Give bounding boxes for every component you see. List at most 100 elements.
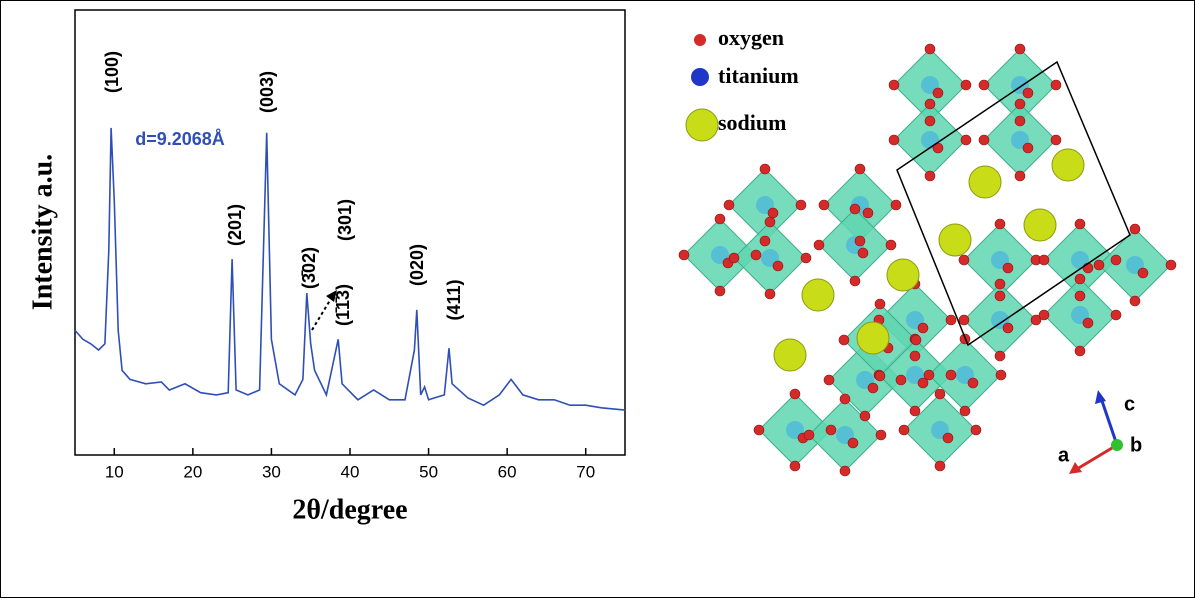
oxygen-atom (1166, 260, 1176, 270)
oxygen-atom (773, 261, 783, 271)
oxygen-atom (968, 378, 978, 388)
oxygen-atom (1051, 80, 1061, 90)
oxygen-atom (850, 204, 860, 214)
oxygen-atom (875, 371, 885, 381)
oxygen-atom (925, 116, 935, 126)
x-tick-label: 10 (105, 462, 124, 481)
legend-titanium (691, 68, 709, 86)
oxygen-atom (886, 240, 896, 250)
x-tick-label: 50 (419, 462, 438, 481)
oxygen-atom (1003, 263, 1013, 273)
oxygen-atom (760, 164, 770, 174)
x-tick-label: 30 (262, 462, 281, 481)
oxygen-atom (875, 299, 885, 309)
oxygen-atom (1051, 135, 1061, 145)
oxygen-atom (995, 219, 1005, 229)
sodium-atom (969, 166, 1001, 198)
oxygen-atom (943, 433, 953, 443)
oxygen-atom (910, 406, 920, 416)
oxygen-atom (918, 323, 928, 333)
legend-label: sodium (718, 110, 786, 135)
sodium-atom (1052, 149, 1084, 181)
peak-label: (3̄02) (299, 247, 319, 289)
oxygen-atom (1083, 318, 1093, 328)
oxygen-atom (961, 135, 971, 145)
oxygen-atom (876, 430, 886, 440)
oxygen-atom (1138, 268, 1148, 278)
axis-label: b (1130, 434, 1142, 456)
x-tick-label: 70 (576, 462, 595, 481)
oxygen-atom (935, 389, 945, 399)
oxygen-atom (1039, 310, 1049, 320)
oxygen-atom (765, 289, 775, 299)
oxygen-atom (850, 276, 860, 286)
oxygen-atom (768, 208, 778, 218)
oxygen-atom (840, 466, 850, 476)
oxygen-atom (1023, 143, 1033, 153)
legend-label: titanium (718, 63, 799, 88)
oxygen-atom (765, 217, 775, 227)
sodium-atom (939, 224, 971, 256)
oxygen-atom (1075, 274, 1085, 284)
oxygen-atom (889, 80, 899, 90)
oxygen-atom (946, 315, 956, 325)
peak-label: (201) (225, 204, 245, 246)
oxygen-atom (863, 208, 873, 218)
sodium-atom (1024, 209, 1056, 241)
oxygen-atom (826, 425, 836, 435)
sodium-atom (887, 259, 919, 291)
peak-label: (020) (407, 244, 427, 286)
oxygen-atom (715, 214, 725, 224)
oxygen-atom (790, 461, 800, 471)
oxygen-atom (995, 279, 1005, 289)
oxygen-atom (1130, 224, 1140, 234)
oxygen-atom (860, 411, 870, 421)
x-tick-label: 40 (341, 462, 360, 481)
oxygen-atom (995, 291, 1005, 301)
x-axis-label: 2θ/degree (292, 494, 407, 525)
oxygen-atom (961, 80, 971, 90)
oxygen-atom (971, 425, 981, 435)
oxygen-atom (960, 406, 970, 416)
sodium-atom (774, 339, 806, 371)
oxygen-atom (1015, 99, 1025, 109)
peak-label: (411) (444, 279, 464, 320)
oxygen-atom (924, 370, 934, 380)
oxygen-atom (840, 394, 850, 404)
oxygen-atom (1015, 44, 1025, 54)
oxygen-atom (790, 389, 800, 399)
peak-label: d=9.2068Å (135, 129, 225, 149)
oxygen-atom (1111, 310, 1121, 320)
oxygen-atom (1111, 255, 1121, 265)
oxygen-atom (979, 80, 989, 90)
x-tick-label: 20 (183, 462, 202, 481)
oxygen-atom (839, 335, 849, 345)
oxygen-atom (911, 335, 921, 345)
oxygen-atom (724, 200, 734, 210)
oxygen-atom (1130, 296, 1140, 306)
oxygen-atom (1015, 116, 1025, 126)
oxygen-atom (889, 135, 899, 145)
peak-label: (301) (335, 199, 355, 241)
x-tick-label: 60 (498, 462, 517, 481)
oxygen-atom (729, 253, 739, 263)
oxygen-atom (858, 248, 868, 258)
oxygen-atom (801, 253, 811, 263)
oxygen-atom (804, 430, 814, 440)
axis-label: a (1058, 444, 1070, 466)
legend-label: oxygen (718, 25, 784, 50)
sodium-atom (857, 322, 889, 354)
legend-sodium (686, 109, 718, 141)
axis-b (1111, 439, 1123, 451)
peak-label: (100) (102, 51, 122, 93)
oxygen-atom (891, 200, 901, 210)
oxygen-atom (1075, 291, 1085, 301)
oxygen-atom (760, 236, 770, 246)
oxygen-atom (814, 240, 824, 250)
oxygen-atom (1015, 171, 1025, 181)
oxygen-atom (910, 351, 920, 361)
oxygen-atom (946, 370, 956, 380)
oxygen-atom (1094, 260, 1104, 270)
oxygen-atom (925, 171, 935, 181)
sodium-atom (802, 279, 834, 311)
